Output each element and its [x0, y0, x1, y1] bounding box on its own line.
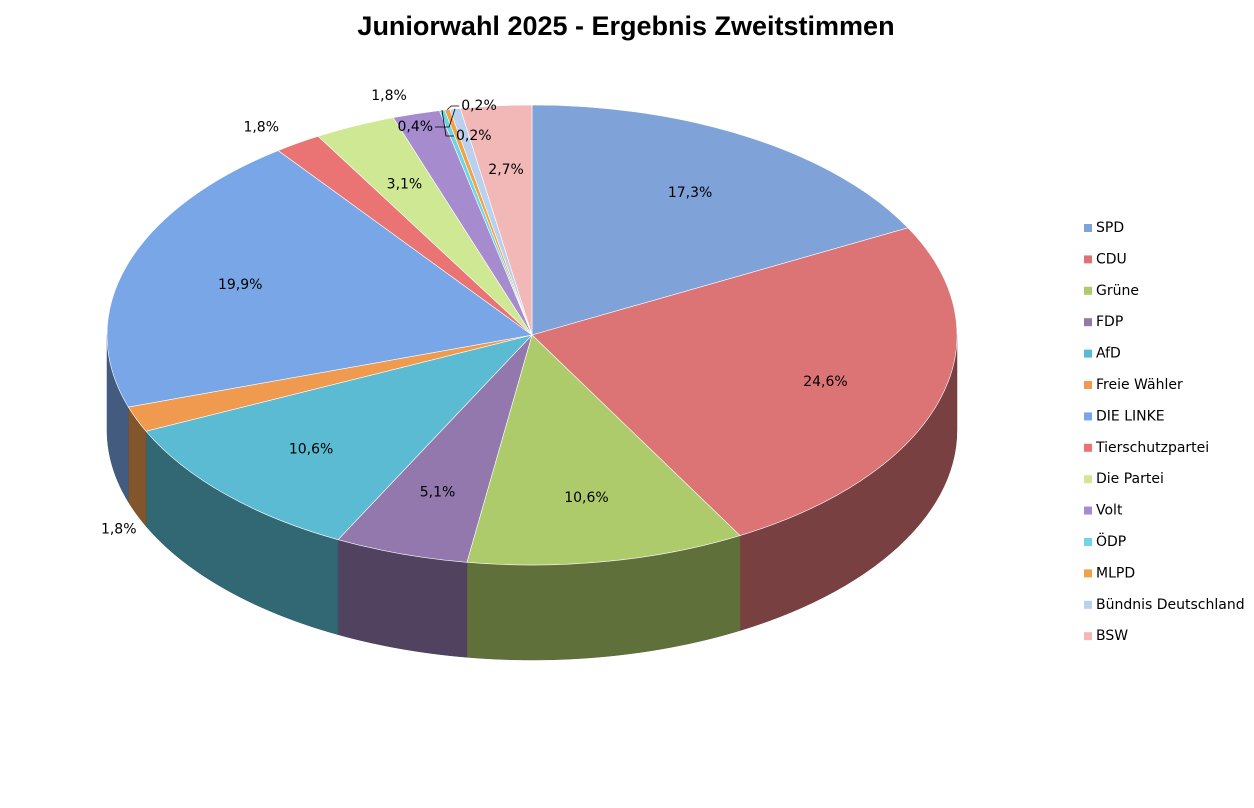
legend-label: Tierschutzpartei — [1095, 440, 1209, 456]
data-label: 2,7% — [488, 162, 524, 178]
slice — [531, 227, 958, 536]
legend-label: Volt — [1096, 503, 1123, 519]
legend-label: AfD — [1096, 346, 1121, 362]
data-label: 17,3% — [668, 185, 712, 201]
legend-swatch — [1084, 318, 1092, 327]
data-label: 3,1% — [387, 176, 423, 192]
legend-label: Grüne — [1096, 283, 1139, 299]
legend-swatch — [1084, 349, 1092, 358]
legend-label: MLPD — [1096, 565, 1135, 581]
legend-swatch — [1084, 632, 1092, 641]
legend-swatch — [1084, 286, 1092, 295]
legend-label: Bündnis Deutschland — [1096, 597, 1245, 613]
legend-label: FDP — [1096, 314, 1123, 330]
data-label: 19,9% — [218, 277, 262, 293]
leader-line — [435, 108, 456, 128]
slice — [145, 334, 533, 540]
data-label: 0,2% — [456, 128, 492, 144]
slice — [106, 150, 533, 408]
legend-swatch — [1084, 412, 1092, 421]
slice — [466, 334, 741, 566]
legend-swatch — [1084, 381, 1092, 389]
data-label: 1,8% — [371, 88, 407, 104]
data-label: 0,2% — [461, 98, 497, 114]
legend-swatch — [1084, 255, 1092, 264]
data-label: 1,8% — [243, 120, 279, 136]
data-label: 10,6% — [289, 442, 333, 458]
legend-label: CDU — [1096, 251, 1127, 267]
legend-label: ÖDP — [1096, 532, 1126, 550]
data-label: 1,8% — [101, 521, 137, 537]
leader-line — [446, 105, 460, 110]
chart-title: Juniorwahl 2025 - Ergebnis Zweitstimmen — [357, 11, 894, 41]
legend-label: Freie Wähler — [1096, 377, 1183, 393]
legend-swatch — [1084, 475, 1092, 484]
data-label: 10,6% — [564, 490, 608, 506]
legend-swatch — [1084, 600, 1092, 609]
slice — [459, 104, 533, 336]
slice — [531, 104, 909, 336]
legend-swatch — [1084, 506, 1092, 515]
legend-label: BSW — [1096, 628, 1128, 644]
legend-swatch — [1084, 569, 1092, 578]
legend-label: Die Partei — [1096, 471, 1164, 487]
leader-line — [441, 110, 454, 137]
legend-swatch — [1084, 538, 1092, 546]
data-label: 5,1% — [420, 485, 456, 501]
legend-swatch — [1084, 224, 1092, 232]
legend-swatch — [1084, 443, 1092, 452]
legend-label: DIE LINKE — [1096, 408, 1165, 424]
legend-label: SPD — [1096, 220, 1124, 236]
data-label: 24,6% — [803, 374, 847, 390]
data-label: 0,4% — [397, 119, 433, 135]
